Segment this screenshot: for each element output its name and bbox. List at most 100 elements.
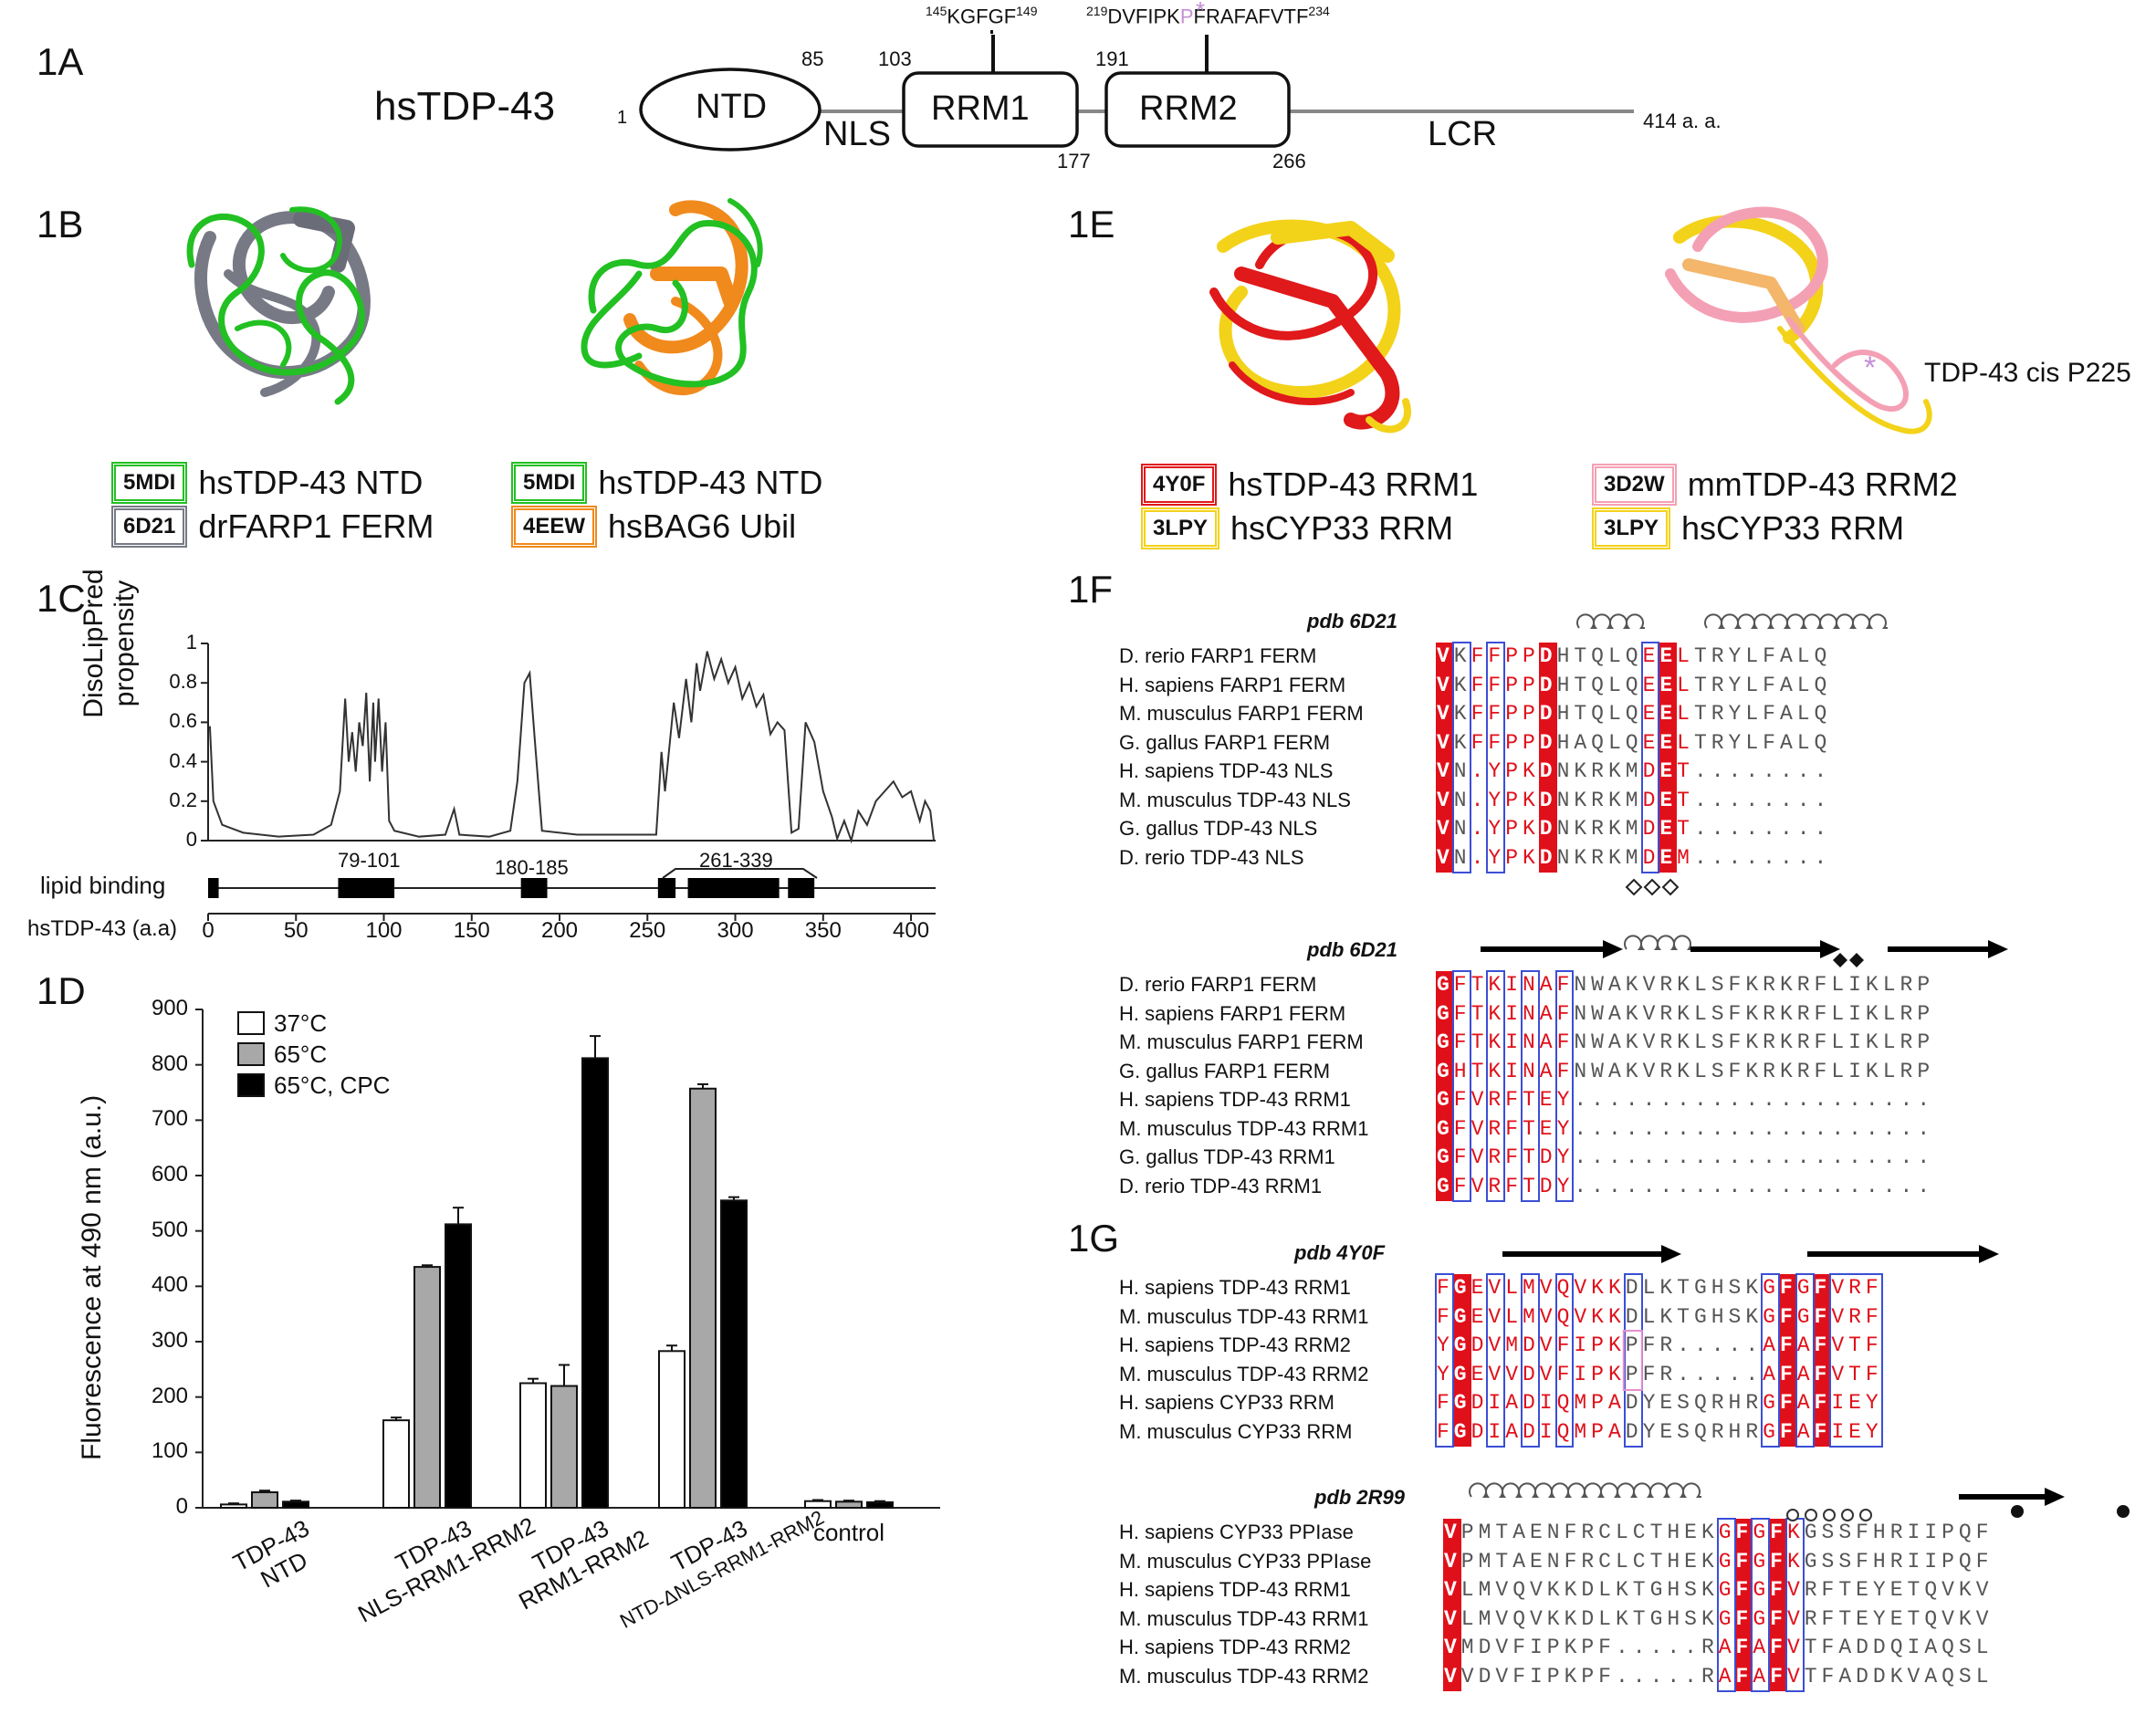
alignment-row-name: M. musculus TDP-43 NLS bbox=[1119, 788, 1351, 811]
ntd-label: NTD bbox=[696, 88, 768, 126]
pdb-code-badge: 6D21 bbox=[111, 506, 188, 548]
alignment-row-name: M. musculus TDP-43 RRM2 bbox=[1119, 1362, 1369, 1385]
ytick-label: 0.2 bbox=[169, 788, 197, 811]
bar bbox=[220, 1503, 247, 1509]
similarity-box bbox=[1640, 642, 1660, 873]
xtick-label: 50 bbox=[283, 918, 309, 943]
bar bbox=[445, 1223, 472, 1510]
legend-swatch bbox=[237, 1011, 265, 1035]
alignment-title: pdb 2R99 bbox=[1314, 1486, 1406, 1509]
alignment-row-name: M. musculus FARP1 FERM bbox=[1119, 702, 1364, 725]
cis-p225-star-icon: * bbox=[1864, 350, 1877, 385]
similarity-box bbox=[1761, 1273, 1780, 1448]
lipid-binding-region bbox=[338, 878, 395, 898]
alignment-row-name: M. musculus TDP-43 RRM1 bbox=[1119, 1304, 1369, 1328]
disolippred-xlabel: hsTDP-43 (a.a) bbox=[27, 916, 178, 941]
open-diamond-mark bbox=[1625, 878, 1643, 896]
similarity-box bbox=[1554, 970, 1575, 1202]
pdb-code-badge: 4EEW bbox=[511, 506, 598, 548]
filled-circle-mark bbox=[2117, 1505, 2130, 1518]
strand-arrow-head bbox=[1979, 1245, 1999, 1263]
ytick-label: 0 bbox=[185, 828, 197, 851]
filled-diamond-mark bbox=[1849, 953, 1864, 967]
conserved-column bbox=[1779, 1274, 1797, 1447]
alignment-row-name: M. musculus CYP33 RRM bbox=[1119, 1419, 1353, 1443]
ytick-label: 0 bbox=[175, 1494, 188, 1519]
pdb-code-badge: 3LPY bbox=[1141, 507, 1220, 549]
similarity-box bbox=[1435, 1273, 1454, 1448]
open-circle-mark bbox=[1859, 1509, 1872, 1521]
lipid-binding-region bbox=[657, 878, 676, 898]
xtick-label: 200 bbox=[540, 918, 579, 943]
panel-label-1b: 1B bbox=[37, 203, 84, 246]
pdb-code-badge: 5MDI bbox=[111, 462, 188, 504]
panel-label-1a: 1A bbox=[37, 40, 84, 83]
bar bbox=[866, 1500, 894, 1510]
lipid-binding-region bbox=[520, 878, 548, 898]
helix-mark bbox=[1624, 935, 1692, 950]
open-circle-mark bbox=[1823, 1509, 1836, 1521]
alignment-row-name: H. sapiens TDP-43 RRM1 bbox=[1119, 1276, 1351, 1299]
conserved-column bbox=[1734, 1519, 1753, 1691]
similarity-box bbox=[1554, 1273, 1575, 1448]
legend-item: 37°C bbox=[237, 1008, 390, 1039]
legend-b-right-1: 5MDI hsTDP-43 NTD bbox=[511, 462, 822, 504]
lipid-binding-label: lipid binding bbox=[40, 872, 166, 899]
structure-5mdi-4eew bbox=[581, 198, 763, 395]
strand-arrow-head bbox=[1603, 940, 1623, 958]
bar bbox=[689, 1087, 717, 1509]
x-category-label: control bbox=[812, 1519, 885, 1546]
panel-label-1g: 1G bbox=[1068, 1217, 1120, 1260]
ytick-label: 1 bbox=[185, 631, 197, 653]
conserved-column bbox=[1659, 643, 1678, 873]
alignment-row-name: M. musculus TDP-43 RRM1 bbox=[1119, 1116, 1369, 1140]
disolippred-ylabel: DisoLipPred propensity bbox=[78, 569, 140, 718]
open-diamond-mark bbox=[1661, 878, 1680, 896]
motif-145-149: 145KGFGF149 bbox=[926, 4, 1038, 28]
pos-177: 177 bbox=[1057, 150, 1091, 172]
ytick-label: 400 bbox=[151, 1272, 188, 1298]
helix-mark bbox=[1704, 613, 1888, 629]
conserved-column bbox=[1443, 1519, 1461, 1691]
bar bbox=[720, 1199, 748, 1510]
bar bbox=[413, 1266, 441, 1509]
legend-e-right-2: 3LPY hsCYP33 RRM bbox=[1592, 507, 1904, 549]
alignment-row-name: H. sapiens FARP1 FERM bbox=[1119, 673, 1346, 696]
panel-label-1e: 1E bbox=[1068, 203, 1115, 246]
similarity-box bbox=[1521, 1273, 1540, 1448]
pos-266: 266 bbox=[1272, 150, 1306, 172]
cis-p225-annotation: TDP-43 cis P225 bbox=[1924, 358, 2131, 388]
ytick-label: 0.4 bbox=[169, 748, 197, 772]
rrm2-label: RRM2 bbox=[1139, 89, 1238, 128]
bar bbox=[282, 1500, 309, 1509]
similarity-box bbox=[1486, 642, 1506, 873]
xtick-label: 0 bbox=[202, 918, 215, 943]
rrm1-label: RRM1 bbox=[931, 89, 1030, 128]
fluorescence-legend: 37°C 65°C 65°C, CPC bbox=[237, 1008, 390, 1101]
pos-start: 1 bbox=[617, 108, 628, 128]
conserved-column bbox=[1436, 643, 1454, 873]
alignment-row-name: D. rerio FARP1 FERM bbox=[1119, 973, 1317, 996]
conserved-column bbox=[1452, 1274, 1471, 1447]
motif-219-234: 219DVFIPKPFRAFAFVTF234 bbox=[1086, 4, 1330, 28]
alignment-title: pdb 4Y0F bbox=[1294, 1241, 1386, 1264]
lipid-binding-region bbox=[687, 878, 780, 898]
pos-85: 85 bbox=[801, 47, 824, 70]
cis-proline-star-icon: * bbox=[1196, 0, 1206, 24]
legend-item: 65°C bbox=[237, 1039, 390, 1070]
alignment-row-name: H. sapiens CYP33 PPIase bbox=[1119, 1521, 1354, 1543]
alignment-row-name: D. rerio TDP-43 RRM1 bbox=[1119, 1174, 1323, 1197]
xtick-label: 250 bbox=[629, 918, 666, 943]
conserved-column bbox=[1436, 971, 1454, 1201]
